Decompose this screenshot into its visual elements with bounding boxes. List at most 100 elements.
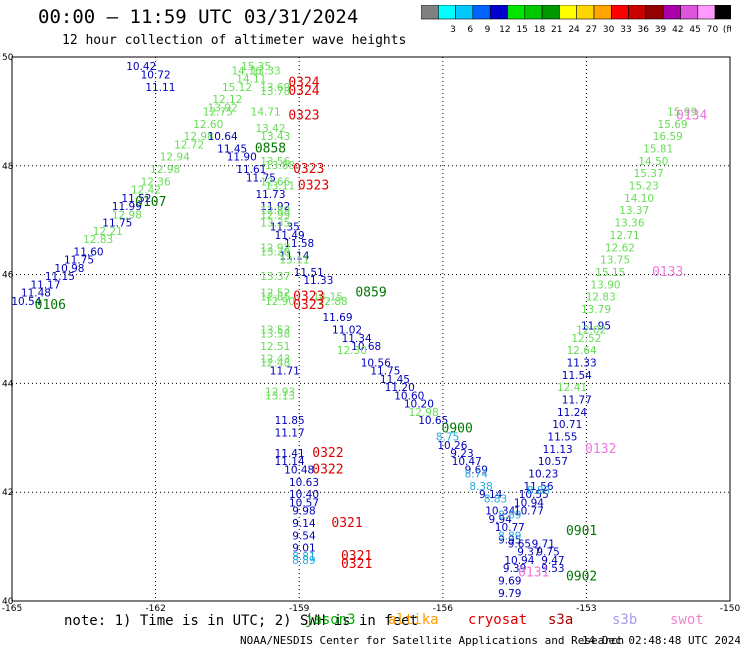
longitude-tick-label: -165 <box>2 604 22 614</box>
legend-tick-label: 33 <box>620 25 631 35</box>
wave-height-value: 15.69 <box>658 119 688 131</box>
wave-height-value: 11.75 <box>102 218 132 230</box>
wave-height-value: 10.60 <box>394 390 424 402</box>
wave-height-value: 12.98 <box>184 131 214 143</box>
wave-height-value: 11.58 <box>284 238 314 250</box>
wave-height-value: 12.89 <box>260 205 290 217</box>
wave-height-value: 8.89 <box>292 555 315 567</box>
legend-unit: (ft) <box>723 25 731 35</box>
wave-height-value: 11.48 <box>21 288 51 300</box>
legend-swatch <box>714 5 731 20</box>
wave-height-value: 12.75 <box>203 106 233 118</box>
wave-height-value: 9.23 <box>450 448 473 460</box>
wave-height-value: 10.72 <box>141 69 171 81</box>
legend-tick-label: 18 <box>534 25 546 35</box>
wave-height-value: 9.69 <box>498 576 521 588</box>
wave-height-value: 11.75 <box>370 366 400 378</box>
wave-height-value: 10.63 <box>289 477 319 489</box>
wave-height-value: 12.83 <box>586 292 616 304</box>
wave-height-value: 13.75 <box>600 255 630 267</box>
wave-height-value: 11.77 <box>562 395 592 407</box>
legend-tick-label: 42 <box>672 25 683 35</box>
wave-height-value: 10.47 <box>452 456 482 468</box>
wave-height-value: 11.55 <box>547 432 577 444</box>
wave-height-value: 11.14 <box>279 250 309 262</box>
wave-height-value: 14.15 <box>313 292 343 304</box>
wave-height-value: 15.12 <box>222 82 252 94</box>
legend-tick-label: 70 <box>707 25 719 35</box>
wave-height-value: 10.57 <box>538 456 568 468</box>
pass-time-label: 0323 <box>293 298 324 313</box>
wave-height-value: 16.59 <box>653 131 683 143</box>
wave-height-value: 11.24 <box>557 407 587 419</box>
wave-height-value: 11.35 <box>270 222 300 234</box>
wave-height-value: 15.23 <box>629 181 659 193</box>
longitude-tick-label: -150 <box>720 604 740 614</box>
satellite-jason3: jason3 <box>305 612 356 628</box>
wave-height-value: 9.54 <box>292 530 316 542</box>
wave-height-value: 13.78 <box>260 86 290 98</box>
latitude-tick-label: 44 <box>2 379 14 389</box>
wave-height-value: 11.90 <box>227 152 257 164</box>
wave-height-value: 15.35 <box>241 61 271 73</box>
pass-time-label: 0132 <box>585 442 616 457</box>
wave-height-value: 12.88 <box>318 296 348 308</box>
pass-time-label: 0901 <box>566 524 597 539</box>
wave-height-value: 13.53 <box>260 325 290 337</box>
wave-height-value: 13.56 <box>260 156 290 168</box>
pass-time-label: 0859 <box>355 286 386 301</box>
latitude-tick-label: 50 <box>2 53 14 63</box>
wave-height-value: 14.10 <box>624 193 654 205</box>
pass-time-label: 0321 <box>331 516 362 531</box>
wave-height-value: 13.58 <box>260 329 290 341</box>
wave-height-value: 11.61 <box>236 164 266 176</box>
legend-tick-label: 3 <box>450 25 456 35</box>
wave-height-value: 10.55 <box>519 489 549 501</box>
wave-height-value: 8.83 <box>527 485 550 497</box>
wave-height-value: 13.33 <box>251 65 281 77</box>
wave-height-value: 12.60 <box>193 119 223 131</box>
wave-height-value: 11.45 <box>380 374 410 386</box>
wave-height-value: 9.69 <box>465 464 488 476</box>
credit-text: NOAA/NESDIS Center for Satellite Applica… <box>240 634 625 647</box>
wave-height-value: 9.71 <box>532 539 555 551</box>
wave-height-value: 11.92 <box>260 201 290 213</box>
wave-height-value: 11.99 <box>112 201 142 213</box>
wave-height-value: 10.77 <box>495 522 525 534</box>
wave-height-value: 11.56 <box>524 481 554 493</box>
wave-height-value: 15.37 <box>634 168 664 180</box>
wave-height-value: 11.52 <box>121 193 151 205</box>
longitude-tick-label: -159 <box>289 604 310 614</box>
wave-height-value: 13.11 <box>265 181 295 193</box>
wave-height-value: 11.60 <box>74 246 104 258</box>
legend-tick-label: 36 <box>638 25 650 35</box>
wave-height-value: 9.79 <box>498 588 521 600</box>
pass-time-label: 0858 <box>255 142 286 157</box>
wave-height-value: 12.51 <box>260 341 290 353</box>
map-frame <box>11 56 731 602</box>
wave-height-value: 12.43 <box>260 353 290 365</box>
wave-height-value: 10.71 <box>552 419 582 431</box>
wave-height-value: 8.83 <box>484 493 507 505</box>
legend-tick-label: 6 <box>467 25 473 35</box>
latitude-tick-label: 46 <box>2 271 14 281</box>
wave-height-value: 13.36 <box>614 218 644 230</box>
wave-height-value: 9.47 <box>541 555 564 567</box>
wave-height-value: 12.30 <box>337 345 367 357</box>
wave-height-value: 12.41 <box>557 382 587 394</box>
wave-height-value: 9.39 <box>503 563 526 575</box>
wave-height-value: 10.56 <box>361 357 391 369</box>
wave-height-value: 15.15 <box>595 267 625 279</box>
wave-height-value: 12.48 <box>260 357 290 369</box>
wave-height-value: 12.42 <box>131 185 161 197</box>
wave-height-value: 9.14 <box>479 489 503 501</box>
wave-height-value: 13.37 <box>260 271 290 283</box>
wave-height-value: 10.40 <box>289 489 319 501</box>
wave-height-value: 11.02 <box>332 325 362 337</box>
legend-tick-label: 21 <box>551 25 562 35</box>
wave-height-value: 10.20 <box>404 399 434 411</box>
pass-time-label: 0321 <box>341 557 372 572</box>
wave-height-value: 10.64 <box>208 131 238 143</box>
pass-time-label: 0323 <box>293 290 324 305</box>
legend-tick-label: 9 <box>485 25 491 35</box>
